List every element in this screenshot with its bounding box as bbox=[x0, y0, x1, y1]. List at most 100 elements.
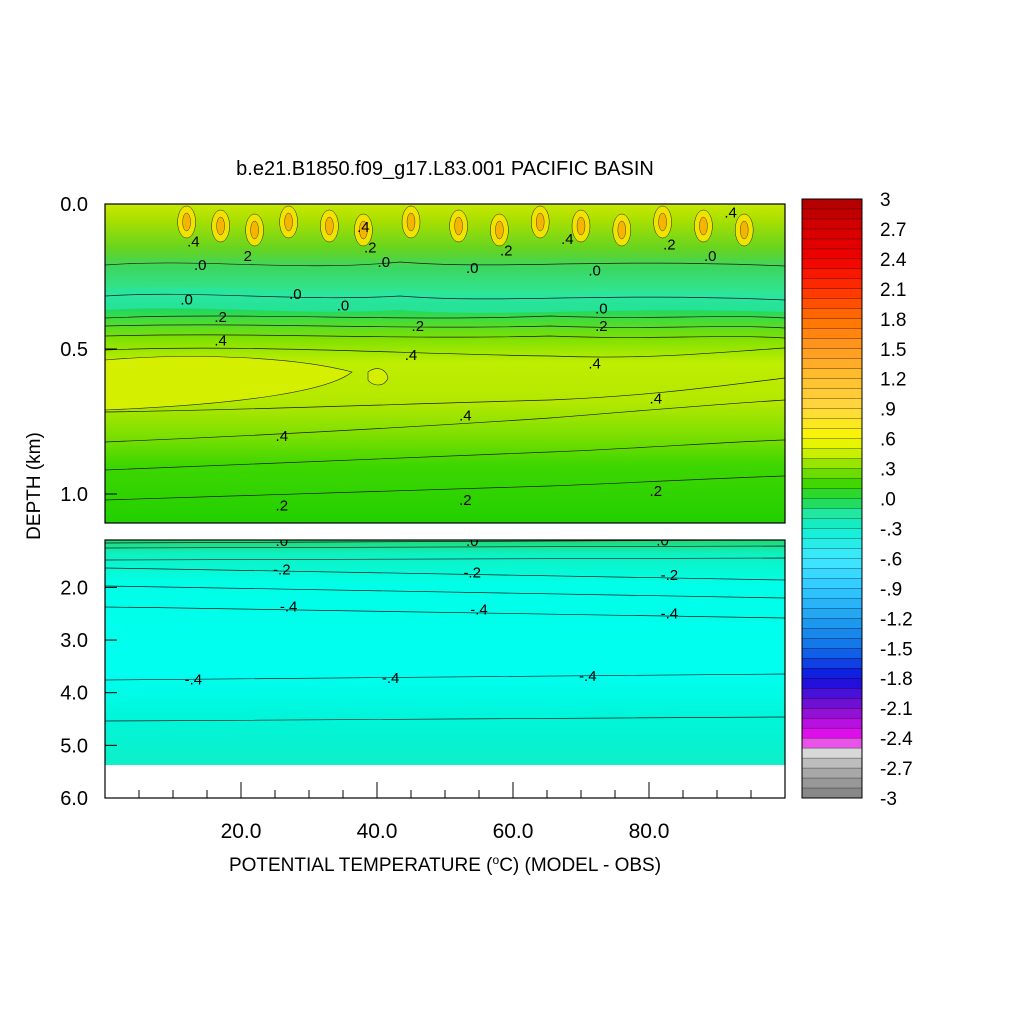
colorbar-swatch bbox=[801, 568, 863, 579]
colorbar-swatch bbox=[801, 757, 863, 769]
colorbar-label: .9 bbox=[880, 400, 896, 421]
contour-label: 2 bbox=[244, 248, 252, 265]
contour-label: -.4 bbox=[185, 672, 203, 689]
colorbar-swatch bbox=[801, 298, 863, 310]
colorbar-swatch bbox=[801, 348, 863, 360]
colorbar-label: -.3 bbox=[880, 519, 902, 540]
surface-hot-core bbox=[576, 216, 586, 236]
colorbar-swatch bbox=[801, 678, 863, 689]
colorbar-swatch bbox=[801, 368, 863, 380]
colorbar-swatch bbox=[801, 727, 863, 739]
x-label-degree: o bbox=[493, 853, 500, 867]
contour-label: .4 bbox=[357, 219, 370, 236]
colorbar-swatch bbox=[801, 638, 863, 649]
colorbar-label: 1.2 bbox=[880, 370, 906, 391]
contour-label: .2 bbox=[500, 242, 513, 259]
colorbar-label: .3 bbox=[880, 460, 896, 481]
colorbar-swatch bbox=[801, 777, 863, 789]
y-tick-label: 5.0 bbox=[60, 735, 88, 757]
contour-label: -.2 bbox=[661, 567, 679, 584]
colorbar-swatch bbox=[801, 737, 863, 749]
colorbar-swatch bbox=[801, 628, 863, 639]
contour-label: .2 bbox=[214, 309, 227, 326]
colorbar-swatch bbox=[801, 488, 863, 499]
colorbar-swatch bbox=[801, 548, 863, 559]
colorbar-swatch bbox=[801, 668, 863, 679]
surface-hot-core bbox=[454, 216, 463, 236]
contour-label: -.4 bbox=[470, 602, 488, 619]
upper-contour-labels: .42.0.4.2.0.0.0.0.0.2.4.0.2.0.4.0.2.2.2.… bbox=[180, 205, 737, 515]
colorbar-label: -3 bbox=[880, 789, 897, 810]
colorbar-label: -2.7 bbox=[880, 759, 913, 780]
surface-hot-core bbox=[536, 212, 545, 232]
contour-label: -.2 bbox=[463, 565, 481, 582]
upper-frame bbox=[104, 203, 786, 524]
y-tick-label: 3.0 bbox=[60, 630, 88, 652]
contour-label: .0 bbox=[337, 298, 350, 315]
colorbar-label: 1.5 bbox=[880, 340, 906, 361]
colorbar-swatch bbox=[801, 618, 863, 629]
colorbar-label: 3 bbox=[880, 190, 891, 211]
colorbar-swatch bbox=[801, 238, 863, 250]
surface-blobs bbox=[177, 205, 754, 247]
contour-label: .4 bbox=[650, 390, 663, 407]
contour-label: .0 bbox=[180, 292, 193, 309]
colorbar-frame bbox=[801, 198, 863, 799]
colorbar-label: 2.4 bbox=[880, 250, 907, 271]
colorbar-swatch bbox=[801, 767, 863, 779]
colorbar-swatch bbox=[801, 708, 863, 719]
colorbar-swatch bbox=[801, 268, 863, 280]
contour-label: .0 bbox=[466, 260, 479, 277]
contour-label: -.2 bbox=[273, 561, 291, 578]
colorbar-swatch bbox=[801, 418, 863, 430]
contour-label: .0 bbox=[194, 257, 207, 274]
colorbar-swatch bbox=[801, 288, 863, 300]
warm-tongue bbox=[105, 356, 353, 411]
surface-hot-core bbox=[699, 216, 708, 236]
colorbar-swatch bbox=[801, 598, 863, 609]
warm-blob bbox=[367, 368, 389, 386]
contour-label: .4 bbox=[724, 205, 737, 222]
colorbar-swatch bbox=[801, 538, 863, 549]
surface-hot-core bbox=[495, 220, 504, 240]
surface-hot-core bbox=[216, 216, 225, 236]
y-tick-label: 6.0 bbox=[60, 788, 88, 810]
colorbar-label: .6 bbox=[880, 430, 896, 451]
contour-label: .4 bbox=[561, 231, 574, 248]
contour-label: .0 bbox=[704, 248, 717, 265]
colorbar-swatch bbox=[801, 448, 863, 460]
colorbar-label: -1.8 bbox=[880, 669, 913, 690]
surface-hot-core bbox=[284, 212, 293, 232]
colorbar-swatch bbox=[801, 228, 863, 240]
colorbar-swatch bbox=[801, 318, 863, 330]
contour-label: .2 bbox=[412, 318, 425, 335]
upper-panel: .42.0.4.2.0.0.0.0.0.2.4.0.2.0.4.0.2.2.2.… bbox=[105, 204, 785, 523]
colorbar-label: -.9 bbox=[880, 579, 902, 600]
colorbar-swatch bbox=[801, 658, 863, 669]
colorbar-label: -1.2 bbox=[880, 609, 913, 630]
colorbar-label: -.6 bbox=[880, 549, 902, 570]
contour-label: .0 bbox=[595, 300, 608, 317]
colorbar-swatch bbox=[801, 248, 863, 260]
colorbar-swatch bbox=[801, 388, 863, 400]
surface-hot-core bbox=[617, 220, 626, 240]
contour-label: .4 bbox=[588, 356, 601, 373]
colorbar-label: 2.1 bbox=[880, 280, 906, 301]
colorbar-swatch bbox=[801, 608, 863, 619]
contour-label: .0 bbox=[466, 533, 479, 550]
colorbar-label: .0 bbox=[880, 490, 896, 511]
colorbar-swatch bbox=[801, 218, 863, 230]
colorbar bbox=[801, 198, 863, 799]
x-tick-label: 60.0 bbox=[493, 820, 534, 843]
colorbar-swatch bbox=[801, 468, 863, 479]
contour-label: .0 bbox=[378, 254, 391, 271]
contour-label: .2 bbox=[459, 492, 472, 509]
colorbar-swatch bbox=[801, 378, 863, 390]
colorbar-swatch bbox=[801, 438, 863, 450]
contour-label: .2 bbox=[650, 483, 663, 500]
colorbar-swatch bbox=[801, 278, 863, 290]
colorbar-swatch bbox=[801, 198, 863, 210]
colorbar-swatch bbox=[801, 787, 863, 799]
colorbar-swatch bbox=[801, 717, 863, 729]
